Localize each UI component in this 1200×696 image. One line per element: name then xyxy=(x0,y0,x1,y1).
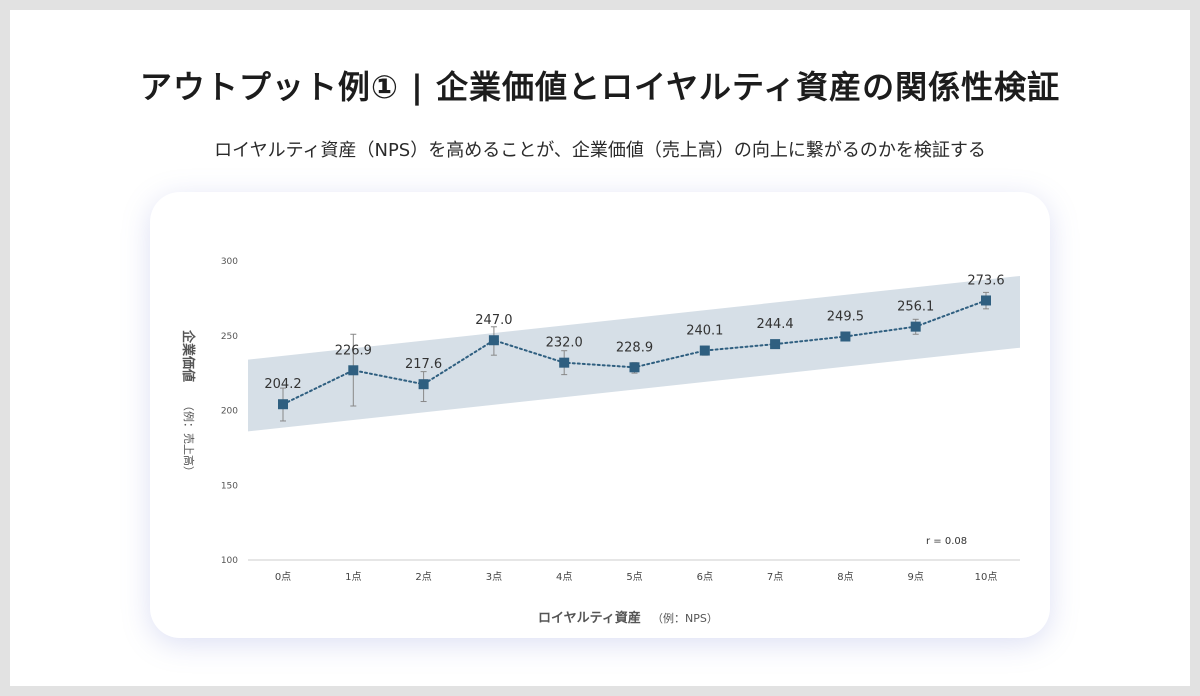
x-tick-label: 10点 xyxy=(975,571,998,583)
page-subtitle: ロイヤルティ資産（NPS）を高めることが、企業価値（売上高）の向上に繋がるのかを… xyxy=(214,140,986,161)
data-point xyxy=(348,365,359,376)
data-label: 228.9 xyxy=(616,340,653,355)
x-tick-label: 8点 xyxy=(837,571,853,583)
x-tick-label: 0点 xyxy=(275,571,291,583)
data-point xyxy=(629,362,640,373)
trend-band xyxy=(248,275,1020,432)
x-tick-label: 7点 xyxy=(767,571,783,583)
data-point xyxy=(278,399,288,410)
page-title: アウトプット例① | 企業価値とロイヤルティ資産の関係性検証 xyxy=(139,68,1061,106)
x-tick-label: 3点 xyxy=(486,571,502,583)
chart-card: 204.2 226.9 217.6 247.0 232.0 228.9 240.1 244.4… xyxy=(150,192,1050,638)
data-point xyxy=(840,331,851,342)
y-axis-label-main: 企業価値 xyxy=(180,329,196,382)
x-axis-label-main: ロイヤルティ資産 xyxy=(538,610,641,626)
x-ticks: 0点 1点 2点 3点 4点 5点 6点 7点 8点 9点 10点 xyxy=(275,571,998,583)
x-axis-title: ロイヤルティ資産 （例：NPS） xyxy=(538,610,718,626)
y-tick-label: 250 xyxy=(221,332,238,342)
x-axis-label-sub: （例：NPS） xyxy=(652,611,718,625)
data-label: 240.1 xyxy=(686,324,723,339)
data-point xyxy=(699,345,710,356)
data-label: 217.6 xyxy=(405,357,442,372)
x-tick-label: 9点 xyxy=(908,571,924,583)
data-label: 226.9 xyxy=(335,343,372,358)
data-label: 247.0 xyxy=(475,313,512,328)
x-tick-label: 6点 xyxy=(697,571,713,583)
data-point xyxy=(770,339,781,350)
y-ticks: 100 150 200 250 300 xyxy=(221,257,238,566)
data-label: 273.6 xyxy=(967,273,1004,288)
y-tick-label: 100 xyxy=(221,556,238,566)
data-point xyxy=(418,379,429,390)
trend-band-layer xyxy=(248,275,1020,432)
data-labels: 204.2 226.9 217.6 247.0 232.0 228.9 240.1 244.4… xyxy=(264,273,1004,392)
line-chart: 204.2 226.9 217.6 247.0 232.0 228.9 240.1 244.4… xyxy=(180,257,1020,626)
y-tick-label: 150 xyxy=(221,481,238,491)
x-tick-label: 2点 xyxy=(415,571,431,583)
data-label: 249.5 xyxy=(827,309,864,324)
data-label: 204.2 xyxy=(264,377,301,392)
x-tick-label: 4点 xyxy=(556,571,572,583)
data-point xyxy=(488,335,499,346)
data-point xyxy=(981,295,991,306)
data-label: 244.4 xyxy=(756,317,793,332)
y-axis-title: 企業価値 （例：売上高） xyxy=(180,329,196,477)
data-markers xyxy=(278,295,991,410)
data-point xyxy=(910,321,921,332)
slide: アウトプット例① | 企業価値とロイヤルティ資産の関係性検証 ロイヤルティ資産（… xyxy=(10,10,1190,686)
y-tick-label: 200 xyxy=(221,407,238,417)
y-tick-label: 300 xyxy=(221,257,238,267)
correlation-annotation: r = 0.08 xyxy=(926,536,967,547)
data-point xyxy=(559,357,570,368)
data-label: 256.1 xyxy=(897,300,934,315)
x-tick-label: 5点 xyxy=(626,571,642,583)
y-axis-label-sub: （例：売上高） xyxy=(182,400,196,477)
data-label: 232.0 xyxy=(546,336,583,351)
x-tick-label: 1点 xyxy=(345,571,361,583)
